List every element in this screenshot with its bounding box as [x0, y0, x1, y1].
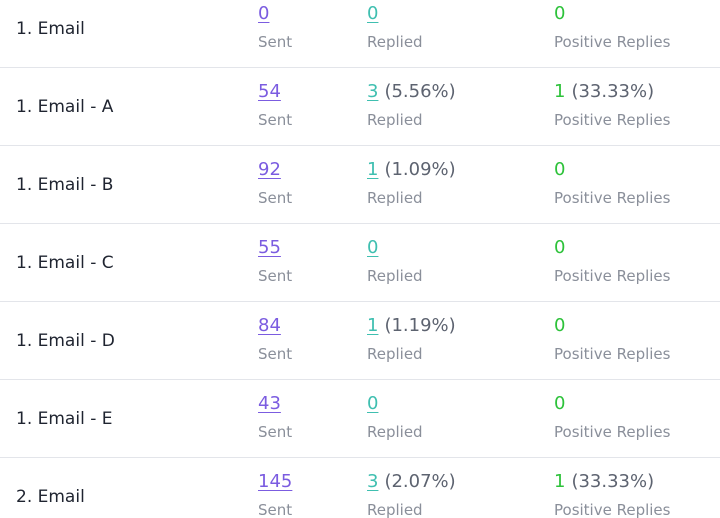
sent-cell: 54 Sent	[258, 80, 292, 129]
sent-cell: 0 Sent	[258, 2, 292, 51]
sent-label: Sent	[258, 501, 293, 518]
positive-replies-cell: 1 (33.33%) Positive Replies	[554, 80, 670, 129]
positive-replies-label: Positive Replies	[554, 501, 671, 518]
replied-cell: 0 Replied	[367, 2, 423, 51]
sent-cell: 92 Sent	[258, 158, 292, 207]
sent-label: Sent	[258, 267, 293, 285]
replied-count-link[interactable]: 1	[367, 315, 379, 336]
replied-count-link[interactable]: 3	[367, 471, 379, 492]
sent-count-link[interactable]: 84	[258, 315, 281, 336]
table-row: 1. Email - A 54 Sent 3 (5.56%) Replied 1(…	[0, 68, 720, 146]
replied-label: Replied	[367, 501, 423, 518]
positive-replies-label: Positive Replies	[554, 189, 671, 207]
sent-label: Sent	[258, 111, 293, 129]
positive-replies-count: 0	[554, 237, 566, 258]
replied-count-link[interactable]: 0	[367, 3, 379, 24]
sent-label: Sent	[258, 423, 293, 441]
positive-replies-count: 0	[554, 315, 566, 336]
table-row: 1. Email - D 84 Sent 1 (1.19%) Replied 0 …	[0, 302, 720, 380]
replied-cell: 0 Replied	[367, 392, 423, 441]
replied-count-link[interactable]: 0	[367, 393, 379, 414]
positive-replies-cell: 0 Positive Replies	[554, 314, 670, 363]
replied-count-link[interactable]: 3	[367, 81, 379, 102]
positive-replies-cell: 0 Positive Replies	[554, 158, 670, 207]
sent-label: Sent	[258, 33, 293, 51]
positive-replies-label: Positive Replies	[554, 267, 671, 285]
replied-count-link[interactable]: 0	[367, 237, 379, 258]
replied-percent: (1.09%)	[384, 159, 456, 180]
step-name: 1. Email - E	[16, 409, 113, 429]
positive-replies-percent: (33.33%)	[571, 81, 655, 102]
replied-percent: (2.07%)	[384, 471, 456, 492]
positive-replies-percent: (33.33%)	[571, 471, 655, 492]
replied-label: Replied	[367, 189, 423, 207]
replied-cell: 3 (2.07%) Replied	[367, 470, 456, 518]
sent-label: Sent	[258, 189, 293, 207]
replied-percent: (1.19%)	[384, 315, 456, 336]
replied-label: Replied	[367, 267, 423, 285]
table-row: 1. Email - B 92 Sent 1 (1.09%) Replied 0 …	[0, 146, 720, 224]
sent-count-link[interactable]: 92	[258, 159, 281, 180]
step-name: 1. Email - D	[16, 331, 115, 351]
step-name: 1. Email	[16, 19, 85, 39]
replied-cell: 1 (1.09%) Replied	[367, 158, 456, 207]
step-name: 1. Email - C	[16, 253, 114, 273]
replied-cell: 3 (5.56%) Replied	[367, 80, 456, 129]
positive-replies-count: 0	[554, 159, 566, 180]
replied-count-link[interactable]: 1	[367, 159, 379, 180]
replied-label: Replied	[367, 33, 423, 51]
replied-cell: 1 (1.19%) Replied	[367, 314, 456, 363]
positive-replies-cell: 0 Positive Replies	[554, 2, 670, 51]
table-row: 1. Email 0 Sent 0 Replied 0 Positive Rep…	[0, 0, 720, 68]
positive-replies-cell: 0 Positive Replies	[554, 392, 670, 441]
replied-label: Replied	[367, 345, 423, 363]
positive-replies-cell: 1 (33.33%) Positive Replies	[554, 470, 670, 518]
positive-replies-label: Positive Replies	[554, 111, 671, 129]
sent-count-link[interactable]: 54	[258, 81, 281, 102]
sent-count-link[interactable]: 145	[258, 471, 293, 492]
sent-cell: 55 Sent	[258, 236, 292, 285]
sent-cell: 84 Sent	[258, 314, 292, 363]
table-row: 2. Email 145 Sent 3 (2.07%) Replied 1 (33.…	[0, 458, 720, 518]
replied-percent: (5.56%)	[384, 81, 456, 102]
positive-replies-label: Positive Replies	[554, 33, 671, 51]
step-name: 1. Email - A	[16, 97, 114, 117]
positive-replies-cell: 0 Positive Replies	[554, 236, 670, 285]
sent-cell: 145 Sent	[258, 470, 292, 518]
sent-count-link[interactable]: 43	[258, 393, 281, 414]
sent-count-link[interactable]: 0	[258, 3, 270, 24]
replied-label: Replied	[367, 111, 423, 129]
table-row: 1. Email - E 43 Sent 0 Replied 0 Positiv…	[0, 380, 720, 458]
positive-replies-count: 1	[554, 471, 566, 492]
sent-count-link[interactable]: 55	[258, 237, 281, 258]
positive-replies-label: Positive Replies	[554, 423, 671, 441]
replied-cell: 0 Replied	[367, 236, 423, 285]
step-name: 1. Email - B	[16, 175, 114, 195]
table-row: 1. Email - C 55 Sent 0 Replied 0 Positiv…	[0, 224, 720, 302]
step-name: 2. Email	[16, 487, 85, 507]
positive-replies-count: 0	[554, 3, 566, 24]
replied-label: Replied	[367, 423, 423, 441]
sent-cell: 43 Sent	[258, 392, 292, 441]
positive-replies-label: Positive Replies	[554, 345, 671, 363]
sent-label: Sent	[258, 345, 293, 363]
positive-replies-count: 1	[554, 81, 566, 102]
positive-replies-count: 0	[554, 393, 566, 414]
